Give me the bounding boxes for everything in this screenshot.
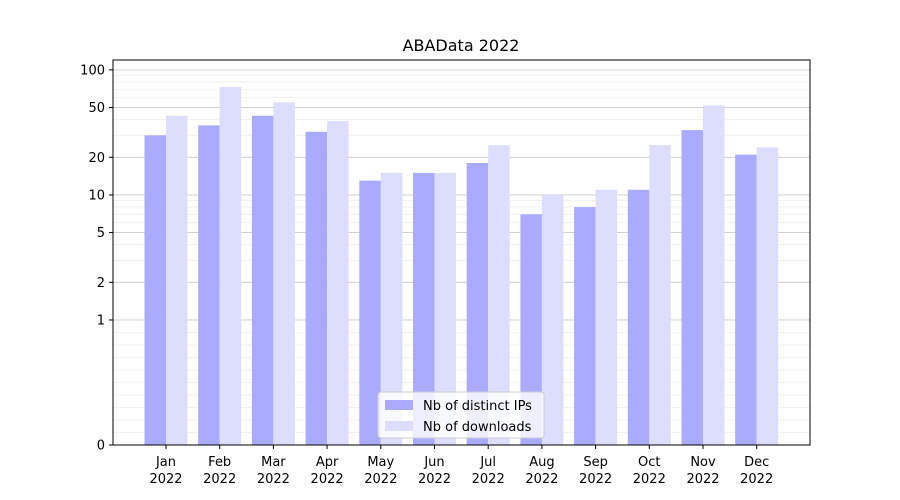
bar-distinct-ips xyxy=(681,130,703,445)
x-tick-label-month: Oct xyxy=(638,455,660,470)
bar-downloads xyxy=(595,189,618,445)
x-tick-label-year: 2022 xyxy=(686,472,719,487)
x-tick-label-month: Jul xyxy=(479,455,496,470)
x-tick-label-year: 2022 xyxy=(740,472,773,487)
x-tick-label-month: Nov xyxy=(690,455,716,470)
bar-downloads xyxy=(380,172,403,445)
plot-frame xyxy=(112,59,811,446)
bar-downloads xyxy=(434,172,456,445)
x-tick-label-month: May xyxy=(367,455,394,470)
legend: Nb of distinct IPs Nb of downloads xyxy=(377,391,545,439)
bar-distinct-ips xyxy=(735,154,757,446)
x-tick-label-month: Apr xyxy=(316,455,339,470)
y-tick-label: 20 xyxy=(88,151,105,166)
x-tick-label-year: 2022 xyxy=(149,472,182,487)
y-tick-label: 10 xyxy=(88,188,105,203)
bar-distinct-ips xyxy=(251,115,274,445)
bar-distinct-ips xyxy=(413,172,435,445)
bar-downloads xyxy=(649,145,671,445)
x-tick-label-year: 2022 xyxy=(525,472,558,487)
x-tick-label-month: Dec xyxy=(744,455,769,470)
chart-title: ABAData 2022 xyxy=(403,36,520,55)
x-tick-label-month: Mar xyxy=(261,455,286,470)
x-tick-label-year: 2022 xyxy=(257,472,290,487)
bars xyxy=(144,86,779,446)
x-tick-label-year: 2022 xyxy=(311,472,344,487)
x-axis: Jan 2022 Feb 2022 Mar 2022 Apr 2022 May 2022 Jun 20… xyxy=(149,445,773,487)
y-tick-label: 50 xyxy=(88,101,105,116)
x-tick-label-month: Jun xyxy=(423,455,444,470)
x-tick-label-year: 2022 xyxy=(364,472,397,487)
bar-downloads xyxy=(541,194,564,445)
x-tick-label-month: Feb xyxy=(208,455,231,470)
legend-label: Nb of downloads xyxy=(423,420,532,435)
y-tick-label: 5 xyxy=(97,226,105,241)
x-tick-label-year: 2022 xyxy=(579,472,612,487)
bar-downloads xyxy=(327,121,349,446)
bar-distinct-ips xyxy=(520,214,542,445)
bar-downloads xyxy=(219,86,242,445)
bar-distinct-ips xyxy=(466,163,489,445)
bar-downloads xyxy=(756,147,779,446)
bar-distinct-ips xyxy=(359,180,381,445)
y-tick-label: 2 xyxy=(97,276,105,291)
y-axis: 0 1 2 5 10 20 50 100 xyxy=(80,63,113,454)
x-tick-label-month: Aug xyxy=(529,455,554,470)
x-tick-label-year: 2022 xyxy=(633,472,666,487)
bar-downloads xyxy=(273,102,295,445)
x-tick-label-year: 2022 xyxy=(472,472,505,487)
bar-distinct-ips xyxy=(627,189,650,445)
x-tick-label-year: 2022 xyxy=(203,472,236,487)
x-tick-label-month: Jan xyxy=(155,455,176,470)
bar-distinct-ips xyxy=(198,125,220,445)
y-tick-label: 0 xyxy=(97,439,105,454)
legend-box xyxy=(377,391,545,439)
y-tick-label: 1 xyxy=(97,313,105,328)
bar-distinct-ips xyxy=(574,207,596,445)
x-tick-label-year: 2022 xyxy=(418,472,451,487)
bar-distinct-ips xyxy=(305,131,328,445)
legend-swatch xyxy=(385,421,413,431)
y-tick-label: 100 xyxy=(80,63,105,78)
bar-downloads xyxy=(703,105,725,446)
bar-downloads xyxy=(488,145,510,445)
bar-distinct-ips xyxy=(144,135,166,445)
x-tick-label-month: Sep xyxy=(583,455,608,470)
bar-downloads xyxy=(166,115,188,445)
legend-swatch xyxy=(385,400,413,410)
legend-label: Nb of distinct IPs xyxy=(423,399,532,414)
